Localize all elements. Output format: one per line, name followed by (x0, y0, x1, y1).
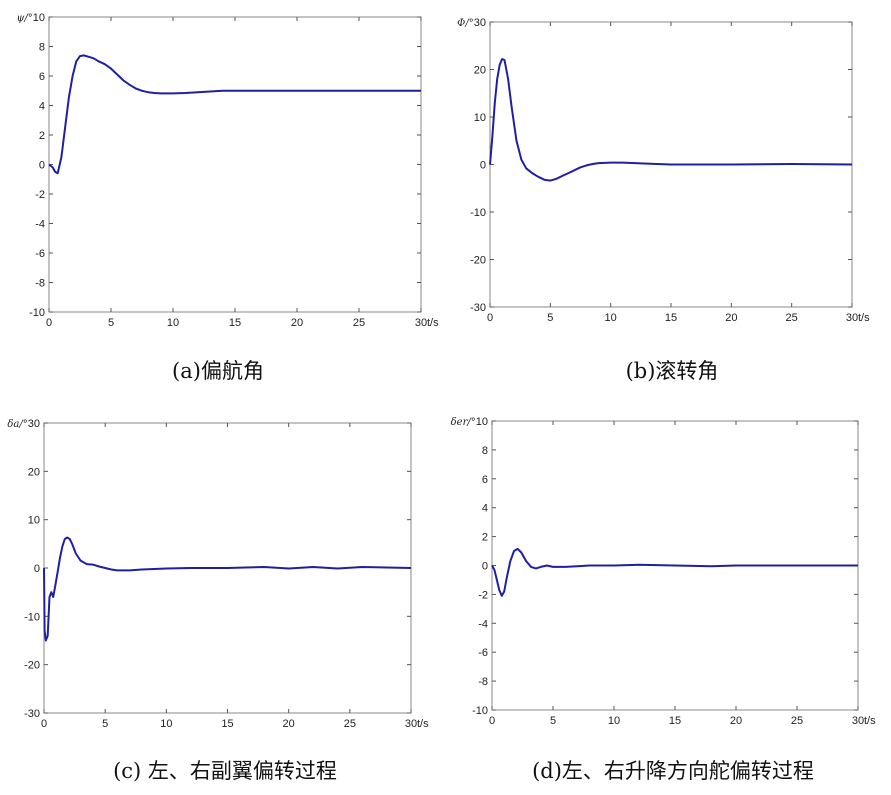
x-tick-label: 20 (291, 317, 303, 329)
y-axis-label: δa/° (7, 419, 27, 430)
y-tick-label: 20 (28, 466, 40, 478)
y-tick-label: 8 (482, 445, 488, 457)
x-tick-label: 25 (786, 312, 798, 324)
x-tick-label: 30 (852, 715, 864, 727)
series-line (489, 58, 853, 182)
x-axis-label: t/s (864, 715, 876, 727)
series-line (43, 536, 412, 642)
y-tick-label: -8 (35, 278, 45, 290)
x-axis-label: t/s (417, 718, 429, 730)
y-tick-label: -4 (478, 618, 488, 630)
y-tick-label: 0 (39, 160, 45, 172)
y-tick-label: -20 (470, 255, 486, 267)
y-tick-label: 10 (476, 416, 488, 428)
y-tick-label: 6 (482, 474, 488, 486)
x-axis-label: t/s (427, 317, 439, 329)
y-tick-label: 20 (474, 65, 486, 77)
x-tick-label: 30 (846, 312, 858, 324)
y-tick-label: 10 (474, 112, 486, 124)
y-tick-label: 10 (33, 12, 45, 24)
y-axis-label: δer/° (451, 417, 476, 428)
y-tick-label: -6 (35, 248, 45, 260)
y-tick-label: 4 (482, 503, 488, 515)
x-tick-label: 0 (46, 317, 52, 329)
y-tick-label: 4 (39, 101, 45, 113)
subplot-caption: (d)左、右升降方向舵偏转过程 (532, 759, 814, 783)
x-tick-label: 5 (108, 317, 114, 329)
y-tick-label: -10 (472, 705, 488, 717)
x-tick-label: 20 (730, 715, 742, 727)
series-line (491, 547, 858, 597)
y-tick-label: -20 (24, 660, 40, 672)
y-tick-label: -10 (470, 207, 486, 219)
x-tick-label: 10 (167, 317, 179, 329)
y-tick-label: -30 (470, 302, 486, 314)
y-tick-label: 0 (480, 160, 486, 172)
x-tick-label: 15 (665, 312, 677, 324)
x-tick-label: 0 (487, 312, 493, 324)
x-tick-label: 20 (725, 312, 737, 324)
x-tick-label: 5 (547, 312, 553, 324)
x-tick-label: 30 (415, 317, 427, 329)
y-tick-label: 2 (39, 130, 45, 142)
y-tick-label: 10 (28, 515, 40, 527)
x-tick-label: 20 (283, 718, 295, 730)
y-tick-label: 2 (482, 532, 488, 544)
subplot-caption: (c) 左、右副翼偏转过程 (113, 759, 337, 783)
series-line (48, 54, 421, 175)
y-tick-label: -8 (478, 676, 488, 688)
y-tick-label: -2 (478, 589, 488, 601)
y-tick-label: -6 (478, 647, 488, 659)
x-tick-label: 25 (353, 317, 365, 329)
x-tick-label: 10 (160, 718, 172, 730)
x-tick-label: 0 (489, 715, 495, 727)
y-tick-label: 30 (474, 17, 486, 29)
y-tick-label: -30 (24, 708, 40, 720)
plot-frame (48, 16, 422, 313)
x-tick-label: 30 (405, 718, 417, 730)
y-tick-label: 0 (482, 561, 488, 573)
x-tick-label: 25 (344, 718, 356, 730)
x-tick-label: 10 (605, 312, 617, 324)
x-tick-label: 15 (669, 715, 681, 727)
y-tick-label: -2 (35, 189, 45, 201)
x-tick-label: 10 (608, 715, 620, 727)
y-tick-label: 30 (28, 418, 40, 430)
subplot-caption: (b)滚转角 (626, 359, 719, 383)
y-tick-label: 0 (34, 563, 40, 575)
subplot-caption: (a)偏航角 (172, 359, 264, 383)
y-tick-label: -4 (35, 219, 45, 231)
y-tick-label: -10 (29, 307, 45, 319)
x-tick-label: 0 (41, 718, 47, 730)
x-tick-label: 5 (102, 718, 108, 730)
x-axis-label: t/s (858, 312, 870, 324)
x-tick-label: 5 (550, 715, 556, 727)
y-axis-label: ψ/° (17, 13, 33, 24)
y-axis-label: Φ/° (457, 18, 474, 29)
x-tick-label: 15 (221, 718, 233, 730)
y-tick-label: 8 (39, 42, 45, 54)
x-tick-label: 25 (791, 715, 803, 727)
y-tick-label: -10 (24, 611, 40, 623)
x-tick-label: 15 (229, 317, 241, 329)
y-tick-label: 6 (39, 71, 45, 83)
